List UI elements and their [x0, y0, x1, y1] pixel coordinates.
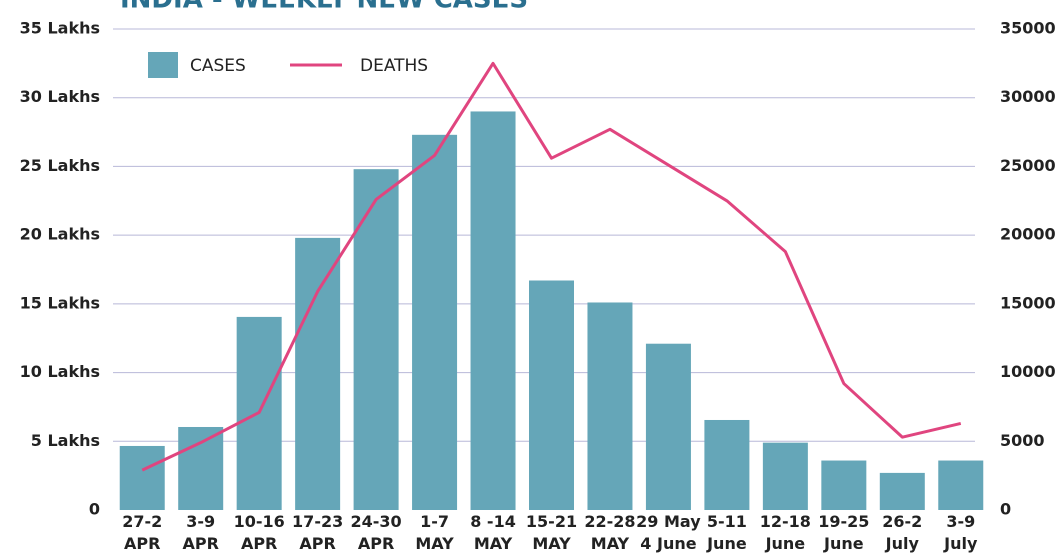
- x-tick-line: MAY: [591, 534, 630, 553]
- x-tick-line: 19-25: [818, 512, 869, 531]
- x-tick-line: 8 -14: [470, 512, 516, 531]
- x-tick-line: July: [943, 534, 978, 553]
- y2-tick-label: 0: [1000, 500, 1011, 519]
- x-tick-label: 27-2 APR: [122, 512, 162, 553]
- x-tick-line: June: [765, 534, 806, 553]
- x-tick-line: 15-21: [526, 512, 577, 531]
- bar: [295, 237, 341, 511]
- x-tick-line: 29 May: [636, 512, 701, 531]
- x-tick-line: July: [885, 534, 920, 553]
- x-tick-line: 27-2: [122, 512, 162, 531]
- x-tick-line: MAY: [532, 534, 571, 553]
- x-tick-line: APR: [241, 534, 277, 553]
- y-tick-label: 15 Lakhs: [20, 293, 100, 312]
- x-tick-label: 22-28 MAY: [584, 512, 635, 553]
- bar: [178, 426, 224, 510]
- bar: [119, 445, 165, 510]
- y-tick-label: 10 Lakhs: [20, 362, 100, 381]
- y-tick-label: 0: [89, 500, 100, 519]
- legend-label: DEATHS: [360, 56, 428, 76]
- y2-tick-label: 15000: [1000, 293, 1056, 312]
- y-tick-label: 20 Lakhs: [20, 225, 100, 244]
- x-tick-line: APR: [182, 534, 218, 553]
- y2-tick-label: 10000: [1000, 362, 1056, 381]
- bar: [645, 343, 691, 510]
- bar: [470, 111, 516, 510]
- y-tick-label: 35 Lakhs: [20, 19, 100, 38]
- x-tick-label: 29 May 4 June: [636, 512, 701, 553]
- y2-tick-label: 20000: [1000, 225, 1056, 244]
- x-tick-line: 22-28: [584, 512, 635, 531]
- bar: [762, 442, 808, 510]
- x-tick-label: 8 -14 MAY: [470, 512, 516, 553]
- x-tick-line: 12-18: [760, 512, 811, 531]
- y2-tick-label: 25000: [1000, 156, 1056, 175]
- y-tick-label: 5 Lakhs: [31, 431, 100, 450]
- y-tick-label: 30 Lakhs: [20, 87, 100, 106]
- x-tick-line: 17-23: [292, 512, 343, 531]
- bar: [821, 460, 867, 510]
- bar: [412, 134, 458, 510]
- line: [141, 61, 962, 472]
- x-tick-label: 3-9 APR: [182, 512, 218, 553]
- x-tick-label: 19-25 June: [818, 512, 869, 553]
- x-tick-label: 1-7 MAY: [415, 512, 454, 553]
- x-tick-label: 26-2 July: [882, 512, 922, 553]
- y2-tick-label: 35000: [1000, 19, 1056, 38]
- x-tick-line: APR: [299, 534, 335, 553]
- bar: [704, 419, 750, 510]
- x-tick-label: 17-23 APR: [292, 512, 343, 553]
- chart-title: INDIA - WEEKLY NEW CASES: [120, 0, 528, 15]
- y-tick-label: 25 Lakhs: [20, 156, 100, 175]
- bar: [938, 460, 984, 510]
- x-tick-line: MAY: [474, 534, 513, 553]
- x-tick-line: 24-30: [351, 512, 402, 531]
- bar: [529, 280, 574, 510]
- bar: [353, 169, 399, 511]
- x-tick-line: 26-2: [882, 512, 922, 531]
- x-tick-line: 10-16: [234, 512, 285, 531]
- x-tick-line: June: [823, 534, 864, 553]
- x-tick-label: 24-30 APR: [351, 512, 402, 553]
- x-tick-label: 15-21 MAY: [526, 512, 577, 553]
- x-tick-line: June: [706, 534, 747, 553]
- x-tick-line: 1-7: [420, 512, 449, 531]
- x-tick-line: 4 June: [640, 534, 696, 553]
- x-tick-label: 10-16 APR: [234, 512, 285, 553]
- bar: [587, 302, 633, 510]
- x-tick-line: 5-11: [707, 512, 747, 531]
- x-tick-label: 12-18 June: [760, 512, 811, 553]
- legend-label: CASES: [190, 56, 246, 76]
- x-tick-label: 5-11 June: [706, 512, 747, 553]
- bar: [879, 472, 925, 510]
- y2-tick-label: 30000: [1000, 87, 1056, 106]
- x-tick-line: 3-9: [186, 512, 215, 531]
- x-tick-line: MAY: [415, 534, 454, 553]
- x-tick-label: 3-9 July: [943, 512, 978, 553]
- x-tick-line: APR: [358, 534, 394, 553]
- y2-tick-label: 5000: [1000, 431, 1045, 450]
- legend-swatch: [148, 52, 178, 78]
- x-tick-line: 3-9: [946, 512, 975, 531]
- x-tick-line: APR: [124, 534, 160, 553]
